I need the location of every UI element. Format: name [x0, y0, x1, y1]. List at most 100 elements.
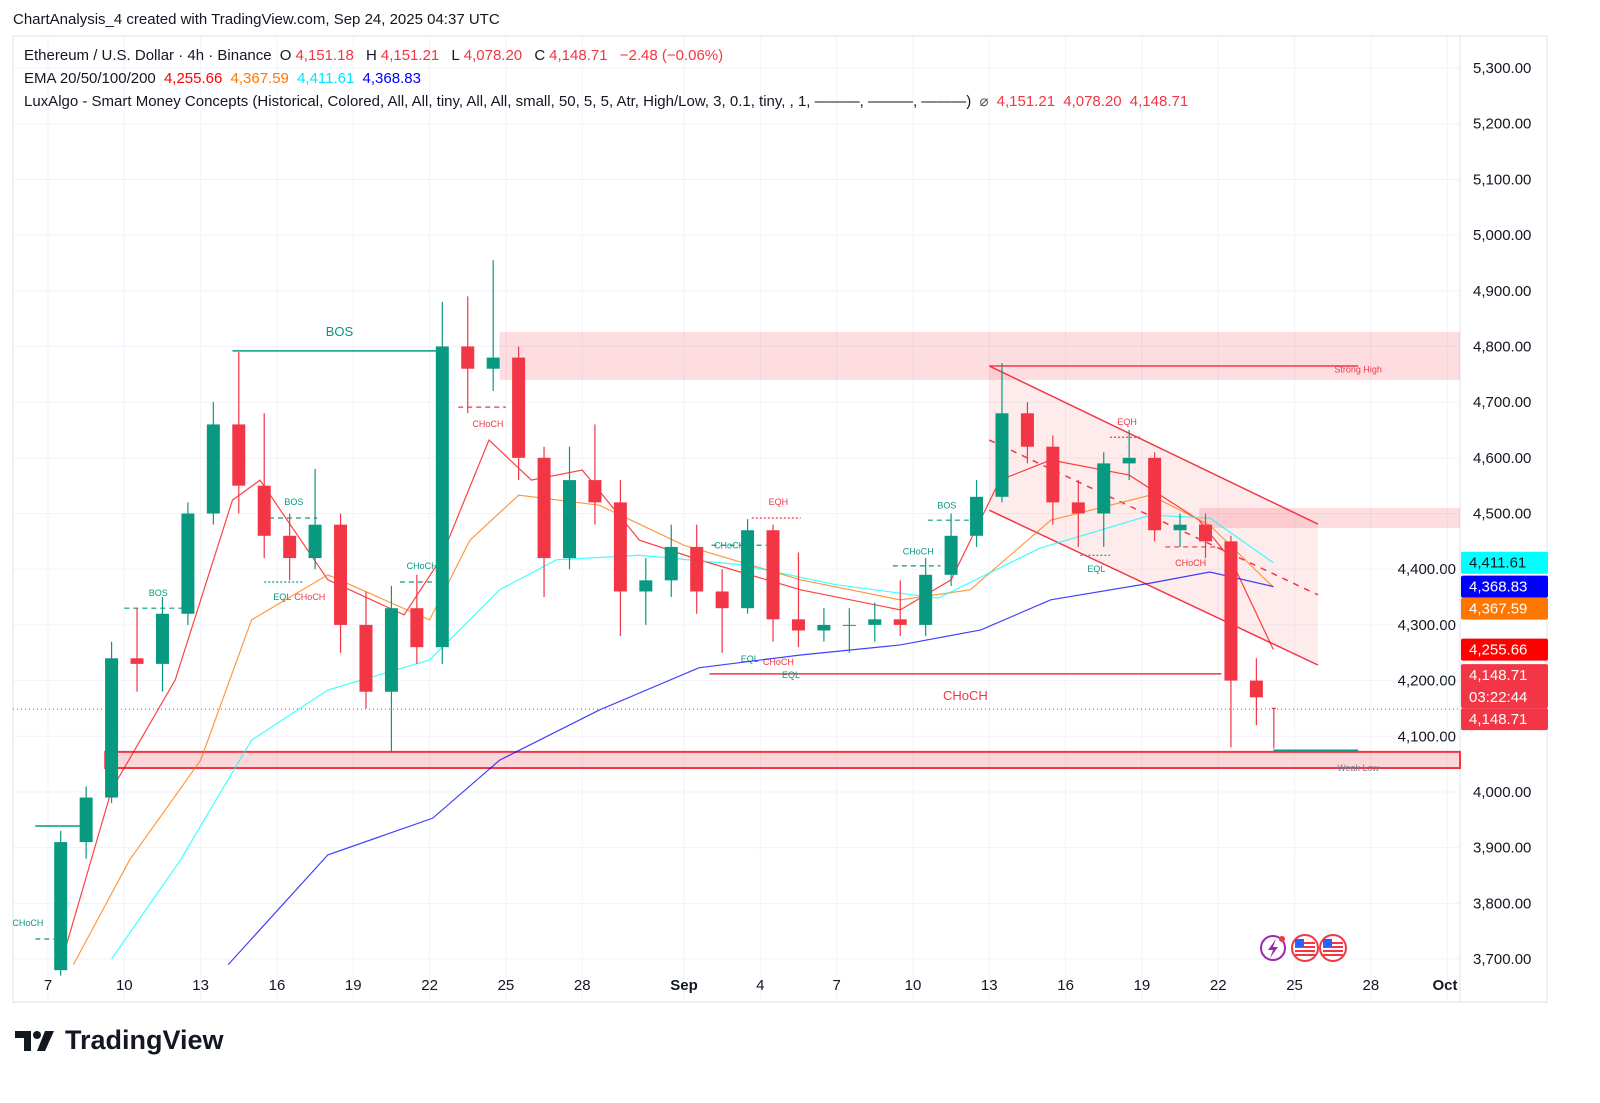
flag-stripe	[1323, 942, 1343, 944]
smc-legend[interactable]: LuxAlgo - Smart Money Concepts (Historic…	[24, 92, 1192, 110]
candle	[664, 524, 678, 598]
candle	[970, 480, 984, 547]
flag-stripe	[1323, 950, 1343, 952]
change-value: −2.48 (−0.06%)	[619, 47, 724, 64]
structure-label-bos: BOS	[284, 497, 303, 507]
us-flag-icon[interactable]	[1319, 934, 1347, 962]
price-badge-bg	[1461, 664, 1548, 709]
flag-stripe	[1323, 954, 1343, 956]
structure-label-eqh: EQH	[769, 497, 789, 507]
candle	[1097, 452, 1111, 547]
ema-label: EMA 20/50/100/200	[24, 70, 156, 87]
x-tick-label: 16	[1057, 977, 1074, 994]
y-tick-label: 5,200.00	[1473, 116, 1531, 133]
lightning-event-icon[interactable]	[1260, 935, 1286, 961]
candle	[613, 480, 627, 637]
structure-label-eql: EQL	[741, 654, 759, 664]
y-tick-label: 5,000.00	[1473, 227, 1531, 244]
high-value: 4,151.21	[380, 47, 440, 64]
candle-body	[181, 513, 195, 614]
ema50-value: 4,367.59	[230, 70, 289, 87]
x-tick-label: 25	[498, 977, 515, 994]
lightning-glyph	[1268, 939, 1278, 958]
candle	[283, 513, 297, 581]
structure-label-choch: CHoCH	[407, 561, 438, 571]
candle	[639, 558, 653, 625]
candle	[944, 513, 958, 586]
price-badge: 4,255.66	[1461, 638, 1548, 661]
candle-body	[588, 480, 602, 503]
structure-label-bos: BOS	[937, 501, 956, 511]
candle-body	[893, 619, 907, 625]
x-tick-label: 10	[905, 977, 922, 994]
structure-label-eqh: EQH	[1117, 417, 1137, 427]
candle	[919, 558, 933, 637]
candle	[1173, 513, 1187, 547]
ema20-value: 4,255.66	[163, 70, 223, 87]
y-tick-label: 4,000.00	[1473, 784, 1531, 801]
structure-label-eql: EQL	[273, 592, 291, 602]
candle	[130, 608, 144, 692]
candle	[512, 346, 526, 481]
price-badge-text: 4,368.83	[1469, 579, 1527, 596]
low-label: L	[451, 47, 460, 64]
candle-body	[639, 580, 653, 592]
price-badge-text: 4,411.61	[1469, 555, 1526, 572]
x-tick-label: 19	[345, 977, 362, 994]
candle-body	[384, 608, 398, 692]
candle	[105, 641, 119, 804]
candle-body	[1173, 524, 1187, 531]
channel-upper-line	[988, 365, 1319, 525]
y-tick-label: 4,800.00	[1473, 338, 1531, 355]
candle	[563, 446, 576, 570]
structure-label-choch: CHoCH	[943, 688, 988, 703]
structure-label-bos: BOS	[326, 324, 354, 339]
high-label: H	[366, 47, 377, 64]
y-tick-label: 4,500.00	[1473, 506, 1531, 523]
price-badge-text: 4,148.71	[1469, 667, 1527, 684]
x-tick-label: 4	[756, 977, 764, 994]
candle	[486, 260, 500, 392]
candle-body	[435, 346, 449, 648]
ema-legend[interactable]: EMA 20/50/100/200 4,255.66 4,367.59 4,41…	[24, 70, 425, 87]
candle	[79, 786, 93, 859]
ema-line-200	[227, 571, 1274, 966]
price-badge: 4,411.61	[1461, 551, 1548, 574]
candle	[868, 602, 882, 642]
us-flag-icon[interactable]	[1291, 934, 1319, 962]
flag-stripe	[1323, 946, 1343, 948]
flag-canton	[1295, 939, 1304, 947]
candle-body	[232, 424, 246, 486]
candle-body	[130, 658, 144, 664]
candle-body	[690, 546, 704, 592]
candle	[537, 446, 551, 598]
smc-value: 4,078.20	[1063, 93, 1122, 110]
candle	[1071, 480, 1085, 547]
candle-body	[334, 524, 348, 625]
close-label: C	[534, 47, 546, 64]
y-tick-label: 3,800.00	[1473, 895, 1531, 912]
countdown-text: 03:22:44	[1469, 689, 1527, 706]
candle-body	[410, 608, 424, 648]
candle	[1224, 535, 1238, 748]
x-tick-label: 25	[1286, 977, 1303, 994]
x-tick-label: 22	[421, 977, 438, 994]
tradingview-logo[interactable]: TradingView	[15, 1025, 224, 1056]
smc-label: LuxAlgo - Smart Money Concepts (Historic…	[24, 93, 972, 110]
flag-stripe	[1295, 954, 1315, 956]
structure-label-eql: EQL	[1087, 564, 1105, 574]
open-label: O	[279, 47, 292, 64]
candle	[1020, 402, 1034, 464]
candle	[257, 413, 271, 559]
price-badge-bg	[1461, 708, 1548, 731]
chart-border	[12, 35, 1548, 1003]
candle	[308, 468, 322, 570]
candle-body	[1271, 707, 1276, 710]
candle-body	[54, 842, 68, 971]
candle-body	[1224, 541, 1238, 681]
y-tick-label: 5,300.00	[1473, 60, 1531, 77]
candle	[893, 580, 907, 637]
